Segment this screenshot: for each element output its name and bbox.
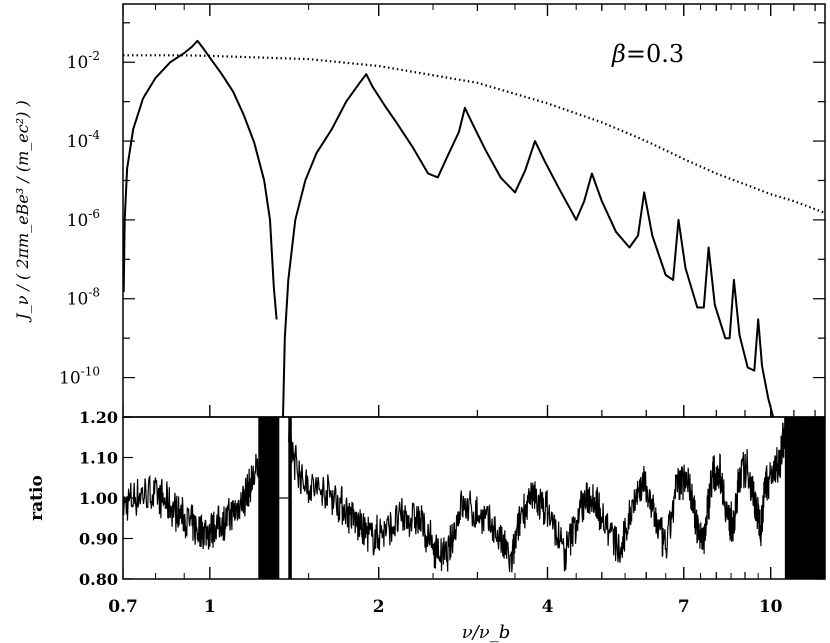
top-curves (123, 39, 825, 417)
x-tick-label: 0.7 (108, 597, 138, 617)
ratio-divergence-block (258, 417, 280, 579)
ratio-divergence-block (784, 417, 825, 579)
emissivity-curve-2 (282, 73, 775, 417)
x-tick-label: 10 (759, 597, 783, 617)
top-y-axis-label: J_ν / ( 2πm_eBe³ / (m_ec²) ) (13, 100, 32, 322)
ratio-curve-1 (123, 417, 275, 550)
beta-symbol: β (611, 40, 626, 68)
x-tick-label: 4 (542, 597, 554, 617)
top-plot-frame (122, 3, 826, 418)
x-axis-label: ν/ν_b (462, 622, 510, 643)
x-tick-label: 2 (373, 597, 385, 617)
bottom-curves (123, 417, 825, 579)
x-tick-label: 1 (204, 597, 216, 617)
x-tick-label: 7 (678, 597, 690, 617)
beta-annotation: β=0.3 (611, 40, 684, 68)
ratio-divergence-block (288, 417, 292, 579)
bottom-y-tick-label: 0.80 (79, 570, 118, 589)
bottom-y-tick-label: 1.10 (79, 449, 118, 468)
bottom-tick-layer: 0.7 1 2 4 7 10 0.80 0.90 1.00 1.10 1.20 (79, 408, 825, 617)
bottom-panel: 0.7 1 2 4 7 10 0.80 0.90 1.00 1.10 1.20 ratio ν/ν_… (27, 408, 826, 643)
top-y-tick-label: 10-2 (67, 49, 100, 73)
bottom-y-tick-label: 1.00 (79, 489, 118, 508)
dotted-reference-curve (123, 54, 825, 215)
top-y-tick-label: 10-10 (59, 365, 100, 389)
beta-value: =0.3 (626, 40, 684, 68)
top-y-tick-label: 10-6 (67, 207, 100, 231)
top-y-tick-label: 10-8 (67, 286, 100, 310)
bottom-y-tick-label: 1.20 (79, 408, 118, 427)
emissivity-curve-1 (123, 39, 278, 320)
bottom-y-axis-label: ratio (27, 475, 47, 521)
ratio-curve-2 (287, 417, 788, 573)
top-panel: 10-2 10-4 10-6 10-8 10-10 β=0.3 J_ν / ( 2πm_… (13, 3, 826, 418)
top-tick-layer: 10-2 10-4 10-6 10-8 10-10 (59, 4, 825, 418)
top-y-tick-label: 10-4 (67, 128, 101, 152)
bottom-y-tick-label: 0.90 (79, 530, 118, 549)
